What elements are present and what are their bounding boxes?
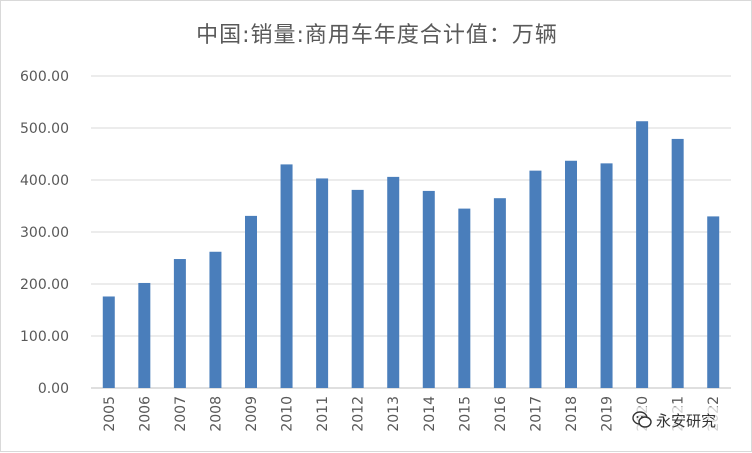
y-tick-label: 400.00 xyxy=(20,173,69,189)
y-tick-label: 500.00 xyxy=(20,121,69,137)
wechat-icon xyxy=(632,411,652,428)
watermark-text: 永安研究 xyxy=(656,411,717,430)
bar-2019 xyxy=(600,163,613,388)
x-tick-label: 2013 xyxy=(386,396,402,432)
bar-2018 xyxy=(565,160,577,388)
x-tick-label: 2010 xyxy=(280,396,296,432)
y-tick-label: 600.00 xyxy=(20,69,69,85)
y-tick-label: 200.00 xyxy=(20,277,69,293)
bar-2008 xyxy=(209,251,222,388)
x-tick-label: 2005 xyxy=(102,396,118,432)
x-tick-label: 2014 xyxy=(422,396,438,432)
x-tick-label: 2006 xyxy=(137,396,153,432)
bar-2016 xyxy=(493,198,506,388)
bar-2014 xyxy=(422,190,435,388)
bar-2006 xyxy=(138,282,151,388)
x-tick-label: 2011 xyxy=(315,396,331,432)
bar-2012 xyxy=(351,189,364,388)
y-tick-label: 300.00 xyxy=(20,225,69,241)
watermark: 永安研究 xyxy=(629,407,721,433)
bar-2022 xyxy=(707,216,720,388)
bar-2009 xyxy=(245,215,257,388)
x-tick-label: 2015 xyxy=(457,396,473,432)
y-tick-label: 0.00 xyxy=(38,381,69,397)
x-tick-label: 2007 xyxy=(173,396,189,432)
bar-2005 xyxy=(102,296,115,388)
x-tick-label: 2008 xyxy=(208,396,224,432)
x-tick-label: 2009 xyxy=(244,396,260,432)
bar-2011 xyxy=(316,178,329,388)
chart-title: 中国:销量:商用车年度合计值：万辆 xyxy=(196,23,558,48)
x-tick-label: 2012 xyxy=(351,396,367,432)
x-tick-label: 2018 xyxy=(564,396,580,432)
bar-2020 xyxy=(636,121,649,389)
bar-2007 xyxy=(173,259,186,388)
x-tick-label: 2016 xyxy=(493,396,509,432)
y-tick-label: 100.00 xyxy=(20,329,69,345)
bar-2010 xyxy=(280,164,293,388)
bar-2017 xyxy=(529,170,542,388)
bar-2021 xyxy=(671,138,684,388)
bar-2015 xyxy=(458,208,471,388)
x-tick-label: 2019 xyxy=(600,396,616,432)
x-tick-label: 2017 xyxy=(528,396,544,432)
bar-2013 xyxy=(387,176,400,388)
